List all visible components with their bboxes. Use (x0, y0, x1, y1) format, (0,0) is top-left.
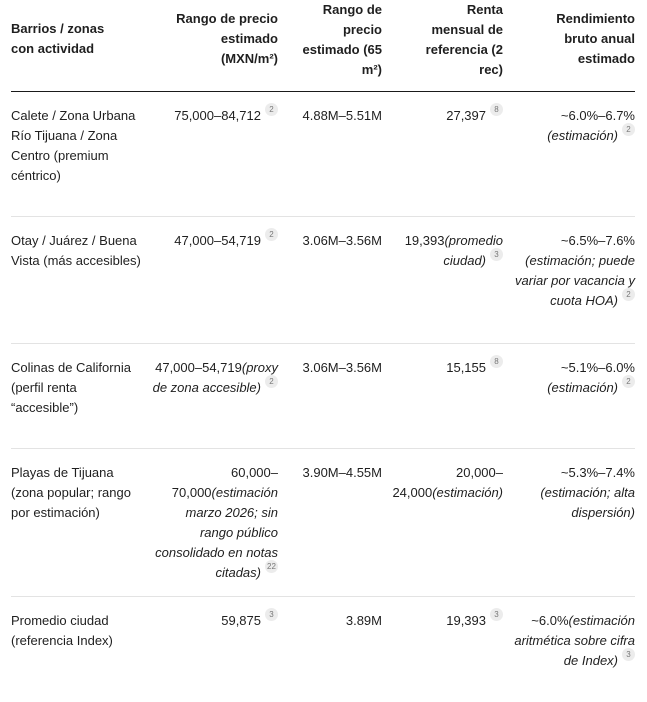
yield-cell: ~6.0%(estimación aritmética sobre cifra … (503, 596, 635, 702)
citation-badge[interactable]: 2 (622, 374, 635, 388)
header-price-m2-label: Rango de precio estimado (MXN/m²) (176, 11, 278, 66)
header-price-65: Rango de precio estimado (65 m²) (278, 0, 382, 91)
yield-cell: ~6.0%–6.7% (estimación) 2 (503, 91, 635, 216)
zone-name: Playas de Tijuana (zona popular; rango p… (11, 464, 131, 520)
price-65-cell: 4.88M–5.51M (278, 91, 383, 216)
zone-cell: Otay / Juárez / Buena Vista (más accesib… (11, 216, 152, 343)
zone-cell: Promedio ciudad (referencia Index) (11, 596, 152, 702)
price-m2-value: 59,875 (221, 612, 261, 628)
yield-value: ~6.0% (531, 612, 569, 628)
price-65-cell: 3.89M (278, 596, 382, 702)
price-m2-cell: 47,000–54,719 2 (152, 216, 278, 343)
rent-value: 19,393 (404, 232, 445, 248)
citation-badge[interactable]: 2 (265, 102, 278, 116)
yield-note: (estimación; puede variar por vacancia y… (515, 252, 635, 308)
zone-name: Calete / Zona Urbana Río Tijuana / Zona … (11, 107, 136, 183)
header-rent-label: Renta mensual de referencia (2 rec) (425, 2, 503, 77)
yield-cell: ~6.5%–7.6% (estimación; puede variar por … (503, 216, 635, 343)
header-yield-label: Rendimiento bruto anual estimado (556, 11, 635, 66)
rent-cell: 27,397 8 (382, 91, 503, 216)
rent-cell: 20,000–24,000(estimación) (382, 448, 503, 596)
yield-cell: ~5.1%–6.0% (estimación) 2 (503, 343, 635, 448)
yield-value: ~5.3%–7.4% (560, 464, 635, 480)
price-65-value: 4.88M–5.51M (302, 107, 383, 123)
citation-badge[interactable]: 3 (490, 247, 503, 261)
price-m2-value: 47,000–54,719 (174, 232, 261, 248)
table-row: Colinas de California (perfil renta “acc… (11, 343, 635, 448)
citation-badge[interactable]: 2 (622, 287, 635, 301)
header-row: Barrios / zonas con actividad Rango de p… (11, 0, 635, 91)
rent-cell: 15,155 8 (382, 343, 503, 448)
table-row: Otay / Juárez / Buena Vista (más accesib… (11, 216, 635, 343)
rent-cell: 19,393 3 (382, 596, 503, 702)
yield-cell: ~5.3%–7.4% (estimación; alta dispersión) (503, 448, 635, 596)
price-m2-note: (estimación marzo 2026; sin rango públic… (155, 484, 278, 580)
price-65-value: 3.89M (345, 612, 382, 628)
rent-cell: 19,393(promedio ciudad) 3 (382, 216, 503, 343)
citation-badge[interactable]: 8 (490, 102, 503, 116)
header-rent: Renta mensual de referencia (2 rec) (382, 0, 503, 91)
rent-note: (promedio ciudad) (443, 232, 503, 268)
price-65-value: 3.06M–3.56M (302, 232, 383, 248)
price-m2-cell: 60,000–70,000(estimación marzo 2026; sin… (152, 448, 278, 596)
citation-badge[interactable]: 2 (265, 227, 278, 241)
table-header: Barrios / zonas con actividad Rango de p… (11, 0, 635, 91)
rent-value: 19,393 (446, 612, 486, 628)
price-m2-value: 75,000–84,712 (174, 107, 261, 123)
rent-value: 15,155 (446, 359, 486, 375)
citation-badge[interactable]: 3 (622, 647, 635, 661)
zone-name: Colinas de California (perfil renta “acc… (11, 359, 131, 415)
price-m2-cell: 47,000–54,719(proxy de zona accesible) 2 (152, 343, 278, 448)
citation-badge[interactable]: 22 (265, 559, 278, 573)
price-m2-value: 47,000–54,719 (155, 359, 242, 375)
zone-cell: Calete / Zona Urbana Río Tijuana / Zona … (11, 91, 152, 216)
zone-name: Otay / Juárez / Buena Vista (más accesib… (11, 232, 141, 268)
yield-note: (estimación; alta dispersión) (540, 484, 635, 520)
price-m2-note: (proxy de zona accesible) (152, 359, 278, 395)
price-65-value: 3.06M–3.56M (302, 359, 383, 375)
header-zone: Barrios / zonas con actividad (11, 0, 152, 91)
price-65-cell: 3.06M–3.56M (278, 216, 383, 343)
header-yield: Rendimiento bruto anual estimado (503, 0, 635, 91)
header-zone-label: Barrios / zonas con actividad (11, 21, 105, 56)
yield-note: (estimación) (547, 379, 618, 395)
zone-cell: Playas de Tijuana (zona popular; rango p… (11, 448, 152, 596)
citation-badge[interactable]: 3 (490, 607, 503, 621)
price-m2-cell: 75,000–84,712 2 (152, 91, 278, 216)
price-m2-cell: 59,875 3 (152, 596, 278, 702)
citation-badge[interactable]: 3 (265, 607, 278, 621)
zone-cell: Colinas de California (perfil renta “acc… (11, 343, 152, 448)
yield-note: (estimación) (547, 127, 618, 143)
citation-badge[interactable]: 2 (622, 122, 635, 136)
table-row: Playas de Tijuana (zona popular; rango p… (11, 448, 635, 596)
rent-value: 27,397 (446, 107, 486, 123)
yield-value: ~5.1%–6.0% (560, 359, 635, 375)
zone-name: Promedio ciudad (referencia Index) (11, 612, 113, 648)
price-65-cell: 3.90M–4.55M (278, 448, 383, 596)
price-65-cell: 3.06M–3.56M (278, 343, 383, 448)
rent-note: (estimación) (432, 484, 503, 500)
header-price-m2: Rango de precio estimado (MXN/m²) (152, 0, 278, 91)
price-m2-value: 60,000–70,000 (171, 464, 278, 500)
yield-value: ~6.0%–6.7% (560, 107, 635, 123)
yield-note: (estimación aritmética sobre cifra de In… (514, 612, 635, 668)
table-row: Calete / Zona Urbana Río Tijuana / Zona … (11, 91, 635, 216)
table-row: Promedio ciudad (referencia Index) 59,87… (11, 596, 635, 702)
table-body: Calete / Zona Urbana Río Tijuana / Zona … (11, 91, 635, 702)
citation-badge[interactable]: 2 (265, 374, 278, 388)
price-65-value: 3.90M–4.55M (302, 464, 383, 480)
header-price-65-label: Rango de precio estimado (65 m²) (302, 2, 382, 77)
rent-value: 20,000–24,000 (392, 464, 503, 500)
rental-yield-table: Barrios / zonas con actividad Rango de p… (11, 0, 635, 702)
citation-badge[interactable]: 8 (490, 354, 503, 368)
yield-value: ~6.5%–7.6% (560, 232, 635, 248)
